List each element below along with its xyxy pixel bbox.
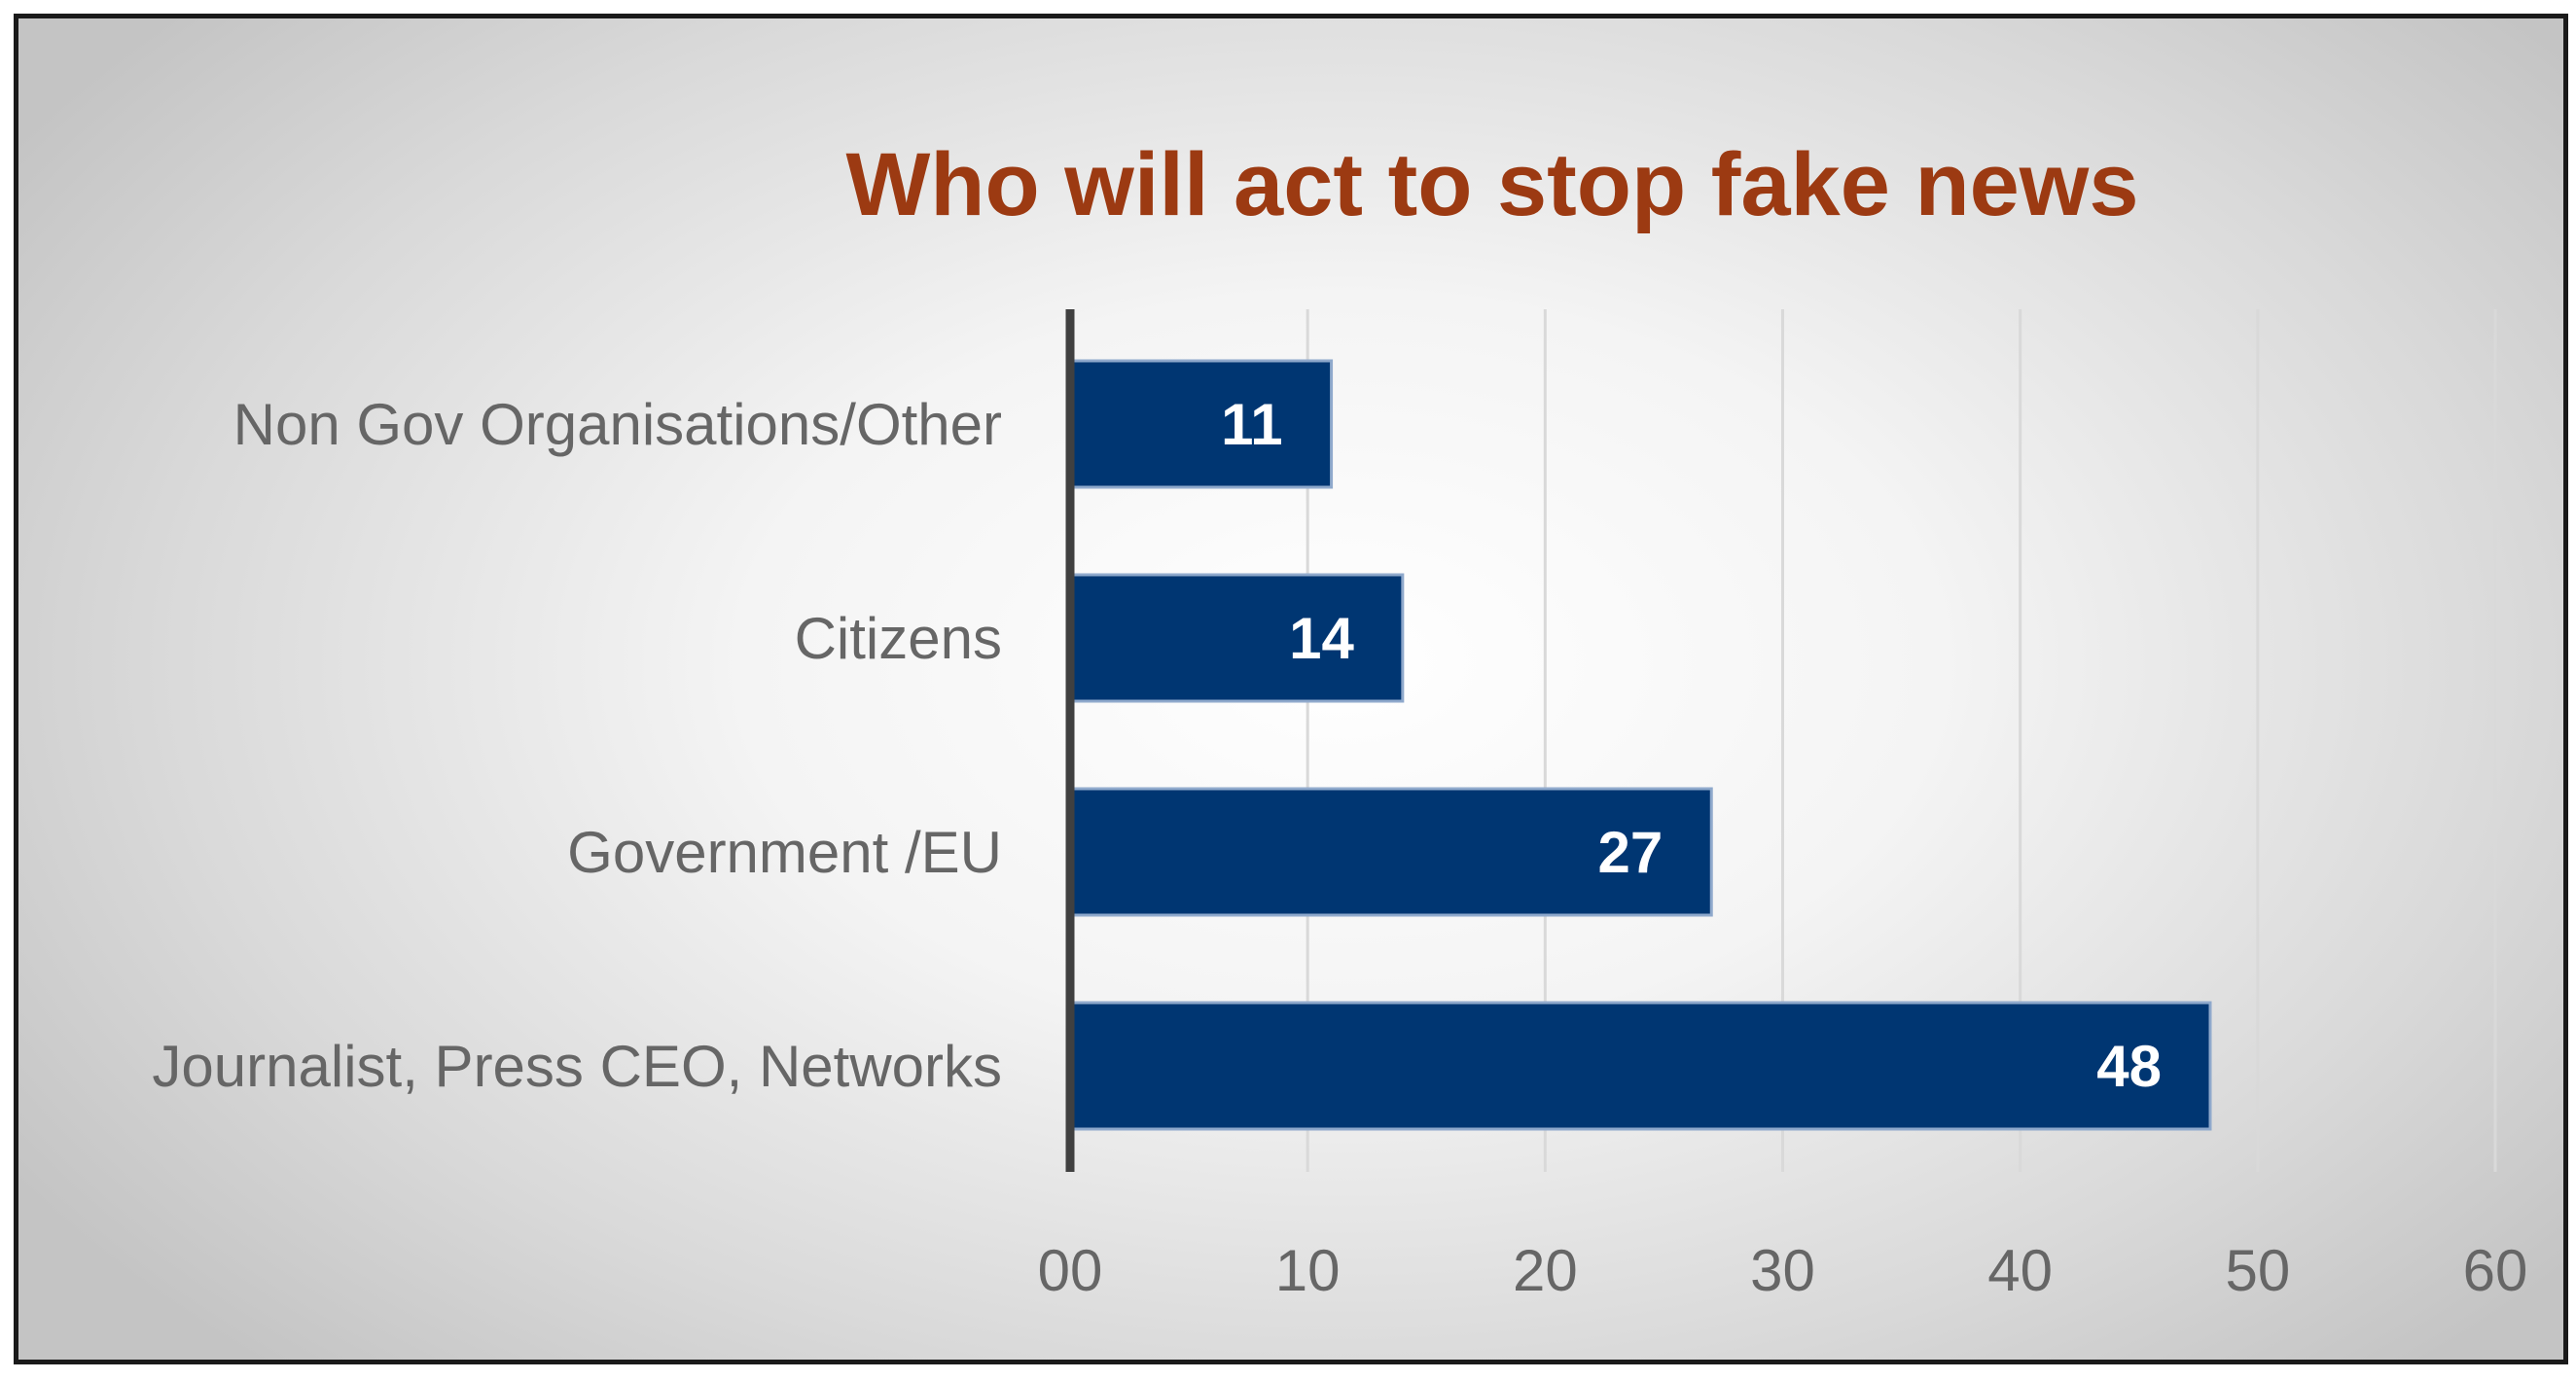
bar xyxy=(1068,1001,2212,1131)
chart-title: Who will act to stop fake news xyxy=(845,135,2139,234)
x-tick-label: 60 xyxy=(2463,1238,2528,1303)
data-label: 48 xyxy=(2096,1034,2162,1099)
bar xyxy=(1068,359,1334,489)
data-label: 11 xyxy=(1221,392,1282,457)
x-tick-label: 00 xyxy=(1038,1238,1103,1303)
category-label: Non Gov Organisations/Other xyxy=(233,392,1002,457)
x-tick-label: 50 xyxy=(2225,1238,2290,1303)
x-tick-label: 40 xyxy=(1987,1238,2053,1303)
category-label: Government /EU xyxy=(567,820,1002,885)
data-label: 27 xyxy=(1598,820,1664,885)
category-label: Citizens xyxy=(795,606,1002,671)
x-tick-label: 20 xyxy=(1513,1238,1578,1303)
bar xyxy=(1068,787,1713,917)
x-tick-label: 10 xyxy=(1275,1238,1341,1303)
category-label: Journalist, Press CEO, Networks xyxy=(152,1034,1002,1099)
data-label: 14 xyxy=(1289,606,1354,671)
bar xyxy=(1068,573,1405,703)
x-tick-label: 30 xyxy=(1750,1238,1815,1303)
